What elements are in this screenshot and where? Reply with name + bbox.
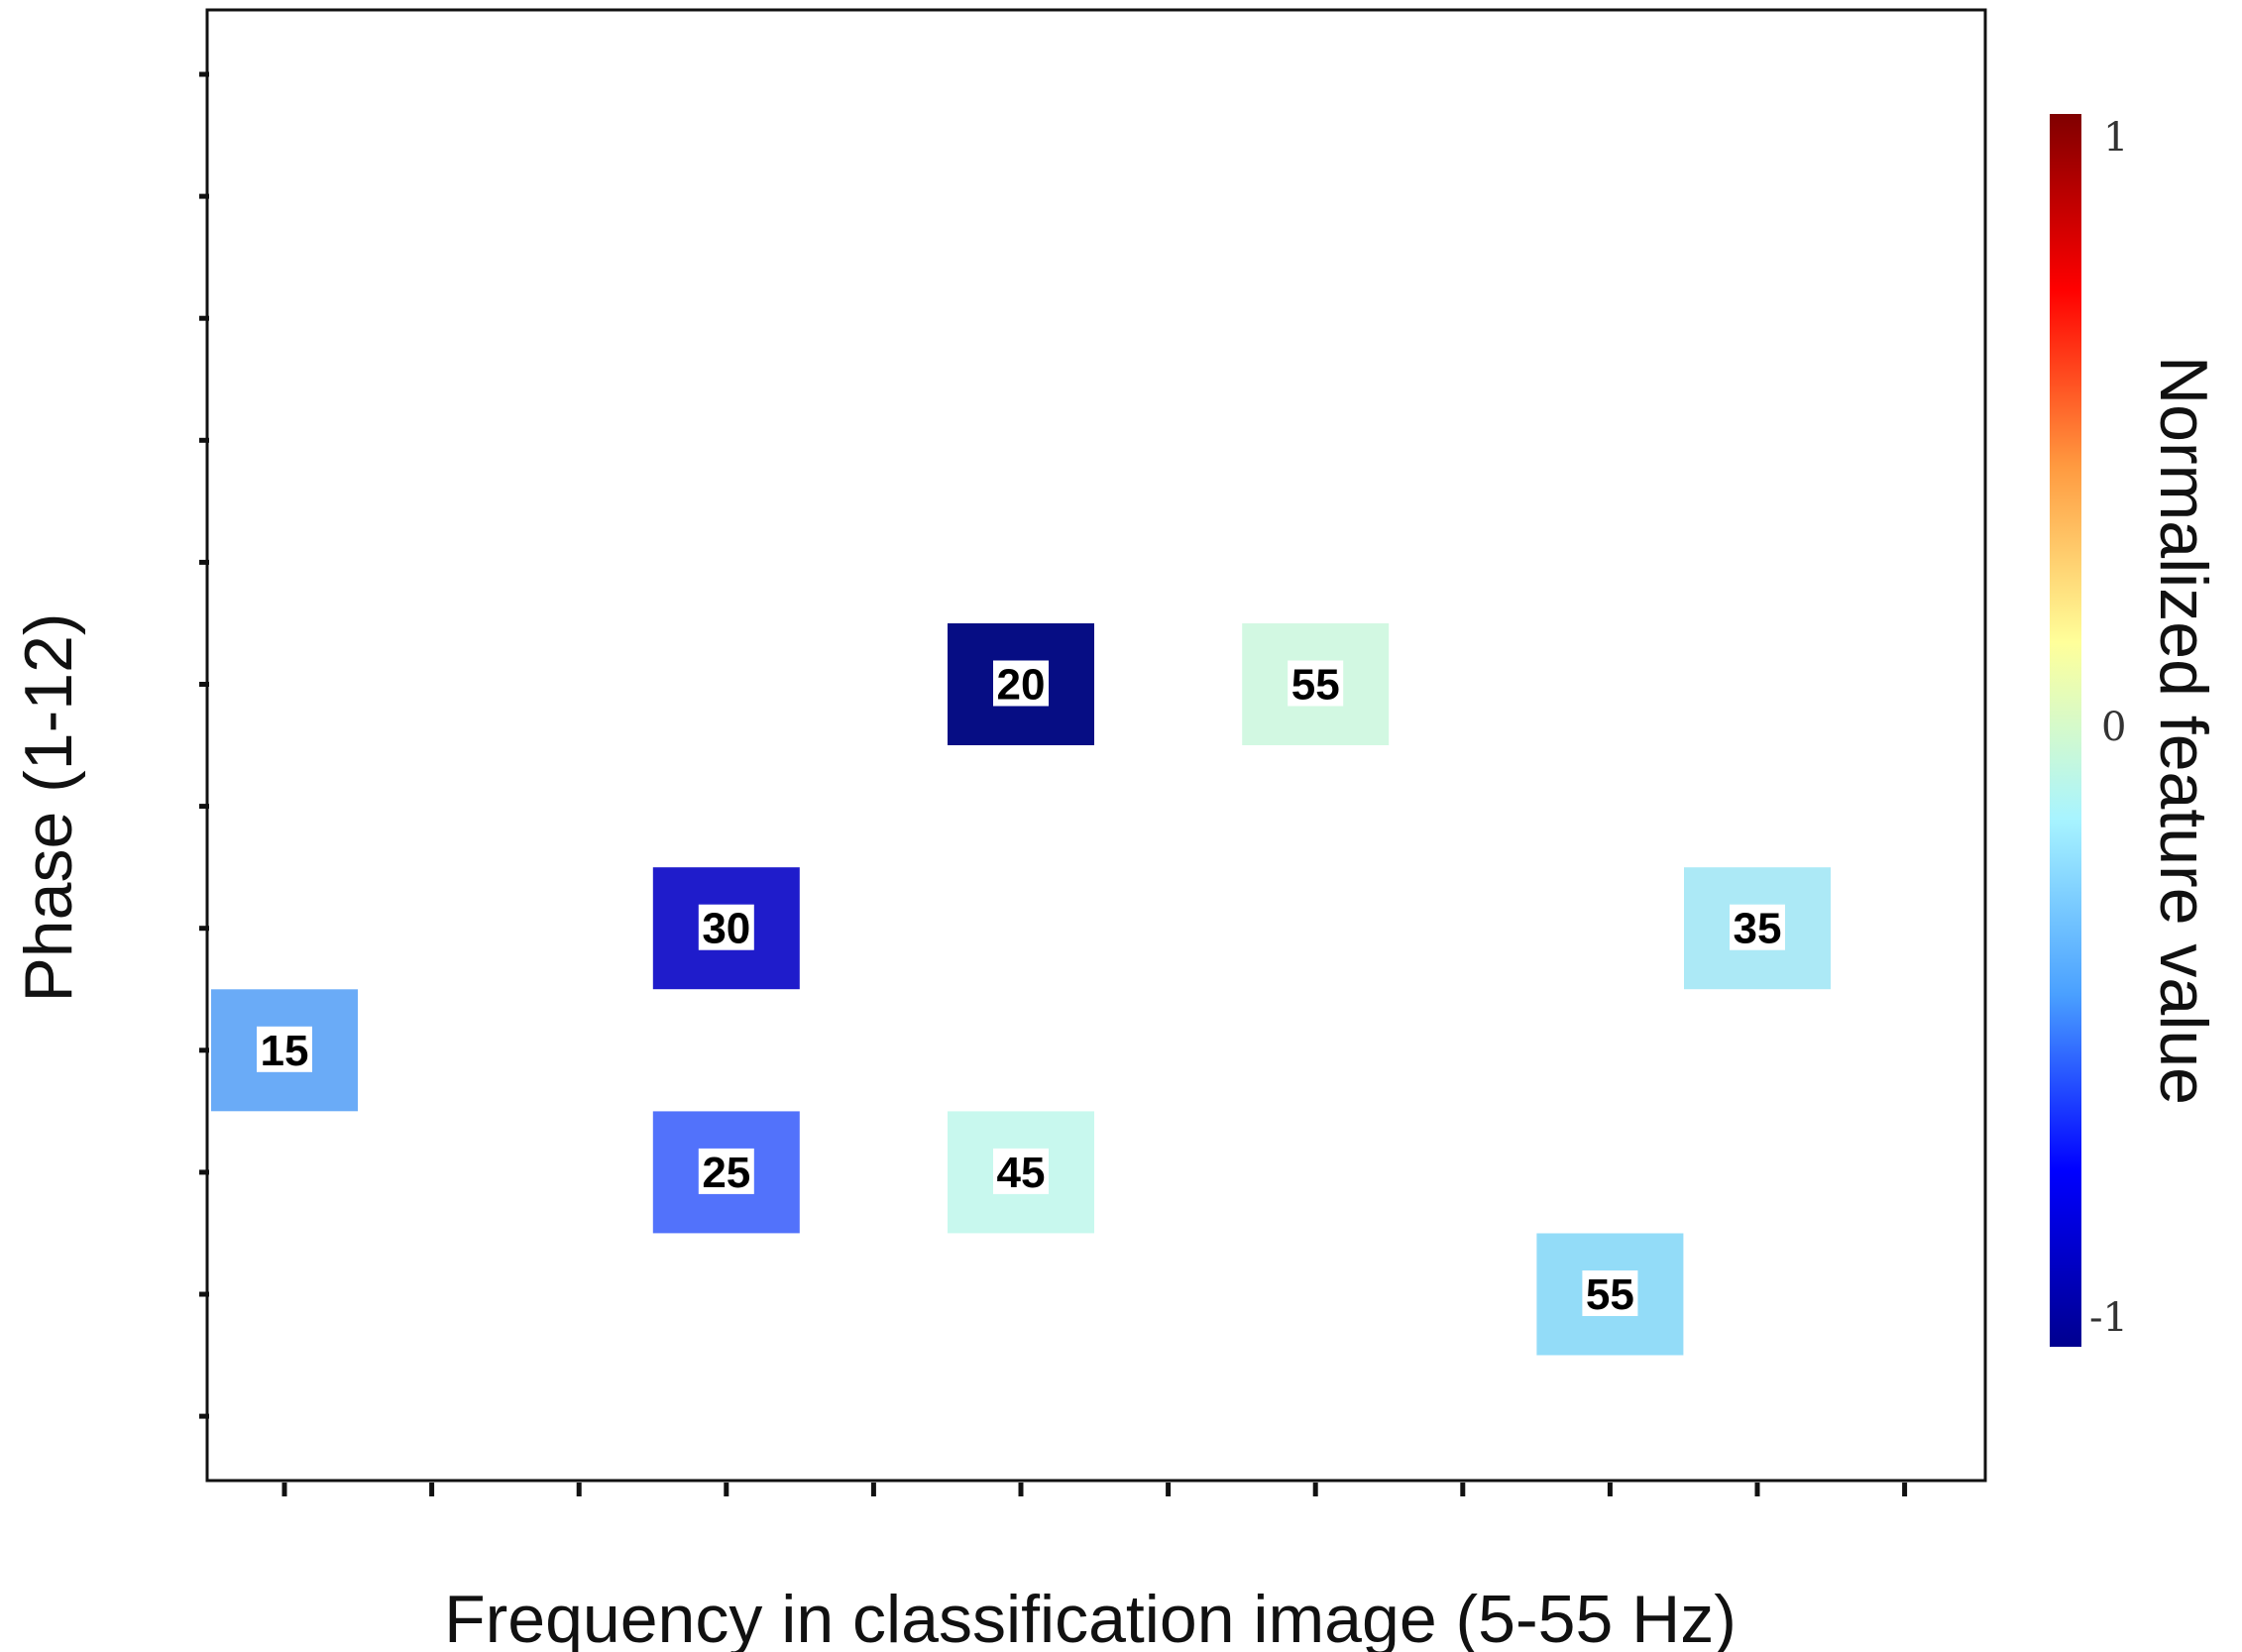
heatmap-cell-label-bg xyxy=(698,904,754,950)
heatmap-cell-label: 35 xyxy=(1734,905,1782,953)
heatmap-cell-label-bg xyxy=(993,1148,1049,1194)
heatmap-cells: 15 30 25 20 45 55 55 35 xyxy=(211,623,1831,1356)
heatmap-cell: 30 xyxy=(652,867,800,990)
colorbar-tick-max: 1 xyxy=(2103,115,2128,161)
colorbar xyxy=(2050,114,2081,1347)
colorbar-label: Normalized feature value xyxy=(2146,356,2221,1105)
heatmap-cell: 25 xyxy=(652,1111,800,1234)
heatmap-cell-label-bg xyxy=(1582,1270,1638,1316)
colorbar-tick-min: -1 xyxy=(2089,1295,2128,1341)
heatmap-cell: 15 xyxy=(211,989,358,1112)
heatmap-cell-label: 25 xyxy=(702,1149,750,1197)
x-axis-ticks xyxy=(281,1483,1908,1496)
heatmap-cell-label: 20 xyxy=(997,661,1046,710)
y-axis-label: Phase (1-12) xyxy=(11,612,86,1002)
heatmap-cell-label: 30 xyxy=(702,905,750,953)
heatmap-cell-label: 15 xyxy=(261,1027,309,1075)
heatmap-cell-label-bg xyxy=(1288,660,1344,707)
heatmap-cell: 55 xyxy=(1536,1233,1684,1356)
y-axis-ticks xyxy=(199,71,209,1419)
plot-frame xyxy=(205,8,1987,1483)
heatmap-cell-label: 55 xyxy=(1291,661,1340,710)
heatmap-cell-label-bg xyxy=(1730,904,1785,950)
heatmap-cell-label: 55 xyxy=(1586,1270,1634,1319)
heatmap-cell: 45 xyxy=(948,1111,1094,1234)
heatmap-cell-label-bg xyxy=(698,1148,754,1194)
x-axis-label: Frequency in classification image (5-55 … xyxy=(444,1582,1737,1652)
heatmap-cell: 55 xyxy=(1242,623,1390,745)
heatmap-cell: 20 xyxy=(948,623,1094,745)
heatmap-cell-label-bg xyxy=(993,660,1049,707)
heatmap-cell-label-bg xyxy=(257,1026,312,1072)
heatmap-cell-label: 45 xyxy=(997,1149,1046,1197)
colorbar-tick-zero: 0 xyxy=(2101,705,2126,750)
heatmap-cell: 35 xyxy=(1684,867,1831,990)
